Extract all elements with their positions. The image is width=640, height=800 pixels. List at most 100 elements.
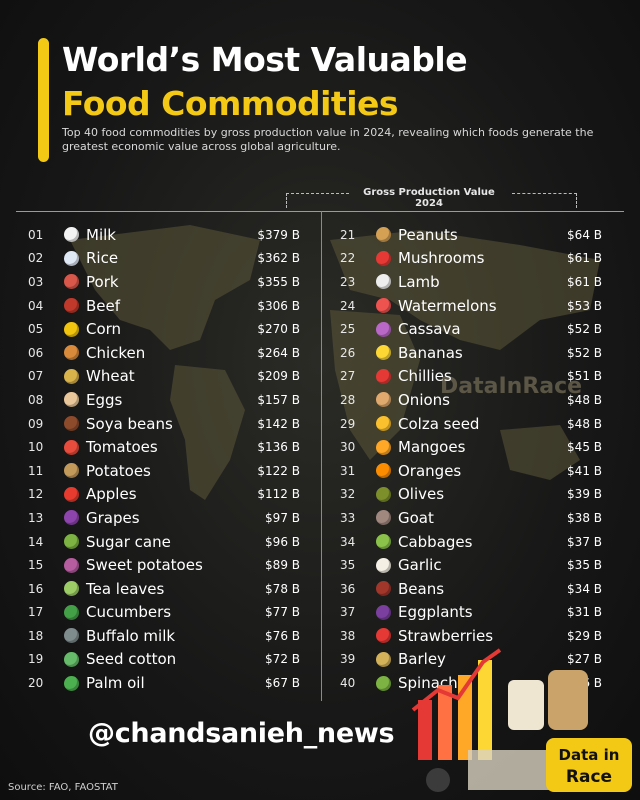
egg-icon	[64, 392, 79, 408]
olive-icon	[376, 486, 391, 502]
barley-icon	[376, 651, 391, 667]
header-bracket-left	[286, 193, 349, 208]
rank-number: 27	[340, 369, 356, 384]
corn-icon	[64, 321, 79, 337]
rank-number: 12	[28, 487, 44, 502]
commodity-name: Olives	[398, 485, 445, 504]
table-row: 11 Potatoes $122 B	[18, 459, 308, 483]
rank-number: 37	[340, 605, 356, 620]
production-value: $37 B	[567, 534, 602, 549]
commodity-list-left: 01 Milk $379 B 02 Rice $362 B 03 Pork $355 B 04 Be…	[18, 223, 308, 695]
commodity-name: Palm oil	[86, 674, 145, 693]
rank-number: 14	[28, 534, 44, 549]
commodity-name: Eggplants	[398, 603, 473, 622]
production-value: $264 B	[257, 345, 300, 360]
svg-text:Data in: Data in	[559, 746, 620, 764]
wheat-icon	[64, 368, 79, 384]
commodity-name: Bananas	[398, 343, 463, 362]
commodity-name: Grapes	[86, 508, 140, 527]
commodity-name: Apples	[86, 485, 137, 504]
commodity-name: Eggs	[86, 390, 123, 409]
goat-icon	[376, 510, 391, 526]
table-row: 14 Sugar cane $96 B	[18, 530, 308, 554]
table-row: 35 Garlic $35 B	[340, 553, 602, 577]
cabbage-icon	[376, 534, 391, 550]
table-row: 24 Watermelons $53 B	[340, 294, 602, 318]
table-row: 15 Sweet potatoes $89 B	[18, 553, 308, 577]
table-row: 01 Milk $379 B	[18, 223, 308, 247]
table-row: 37 Eggplants $31 B	[340, 601, 602, 625]
production-value: $122 B	[257, 463, 300, 478]
rank-number: 20	[28, 676, 44, 691]
banana-icon	[376, 345, 391, 361]
rank-number: 07	[28, 369, 44, 384]
beans-icon	[376, 581, 391, 597]
production-value: $52 B	[567, 345, 602, 360]
rank-number: 01	[28, 227, 44, 242]
production-value: $112 B	[257, 487, 300, 502]
table-row: 06 Chicken $264 B	[18, 341, 308, 365]
production-value: $52 B	[567, 322, 602, 337]
production-value: $89 B	[265, 558, 300, 573]
production-value: $136 B	[257, 440, 300, 455]
rice-icon	[64, 250, 79, 266]
commodity-name: Oranges	[398, 461, 462, 480]
table-row: 07 Wheat $209 B	[18, 365, 308, 389]
page-subtitle: Top 40 food commodities by gross product…	[62, 126, 594, 153]
production-value: $51 B	[567, 369, 602, 384]
table-row: 34 Cabbages $37 B	[340, 530, 602, 554]
commodity-name: Sweet potatoes	[86, 556, 203, 575]
production-value: $48 B	[567, 416, 602, 431]
production-value: $67 B	[265, 676, 300, 691]
rank-number: 36	[340, 581, 356, 596]
strawberry-icon	[376, 628, 391, 644]
eggplant-icon	[376, 604, 391, 620]
column-divider	[321, 211, 322, 701]
page-title-highlight: Food Commodities	[62, 84, 399, 123]
table-row: 18 Buffalo milk $76 B	[18, 624, 308, 648]
seedling-icon	[64, 651, 79, 667]
rank-number: 26	[340, 345, 356, 360]
table-row: 28 Onions $48 B	[340, 388, 602, 412]
production-value: $35 B	[567, 558, 602, 573]
sugar-cane-icon	[64, 534, 79, 550]
production-value: $61 B	[567, 274, 602, 289]
commodity-name: Cabbages	[398, 532, 473, 551]
table-row: 02 Rice $362 B	[18, 247, 308, 271]
table-row: 33 Goat $38 B	[340, 506, 602, 530]
production-value: $355 B	[257, 274, 300, 289]
rank-number: 33	[340, 510, 356, 525]
table-row: 05 Corn $270 B	[18, 317, 308, 341]
production-value: $306 B	[257, 298, 300, 313]
apple-icon	[64, 486, 79, 502]
sweet-potato-icon	[64, 557, 79, 573]
commodity-name: Chicken	[86, 343, 146, 362]
rank-number: 21	[340, 227, 356, 242]
commodity-name: Rice	[86, 249, 119, 268]
rank-number: 02	[28, 251, 44, 266]
milk-icon	[64, 227, 79, 243]
flower-icon	[376, 416, 391, 432]
rank-number: 40	[340, 676, 356, 691]
commodity-name: Strawberries	[398, 626, 494, 645]
commodity-name: Cucumbers	[86, 603, 172, 622]
commodity-name: Mushrooms	[398, 249, 485, 268]
commodity-name: Pork	[86, 272, 119, 291]
food-illustration	[411, 648, 588, 792]
commodity-name: Chillies	[398, 367, 452, 386]
table-row: 13 Grapes $97 B	[18, 506, 308, 530]
rank-number: 16	[28, 581, 44, 596]
commodity-name: Beans	[398, 579, 445, 598]
world-map-background	[70, 225, 600, 500]
production-value: $38 B	[567, 510, 602, 525]
spinach-icon	[376, 675, 391, 691]
column-header: Gross Production Value 2024	[363, 187, 495, 209]
table-row: 09 Soya beans $142 B	[18, 412, 308, 436]
table-row: 19 Seed cotton $72 B	[18, 648, 308, 672]
commodity-list-right: 21 Peanuts $64 B 22 Mushrooms $61 B 23 Lamb $61 …	[340, 223, 602, 695]
commodity-name: Beef	[86, 296, 121, 315]
production-value: $76 B	[265, 628, 300, 643]
rank-number: 25	[340, 322, 356, 337]
table-row: 03 Pork $355 B	[18, 270, 308, 294]
